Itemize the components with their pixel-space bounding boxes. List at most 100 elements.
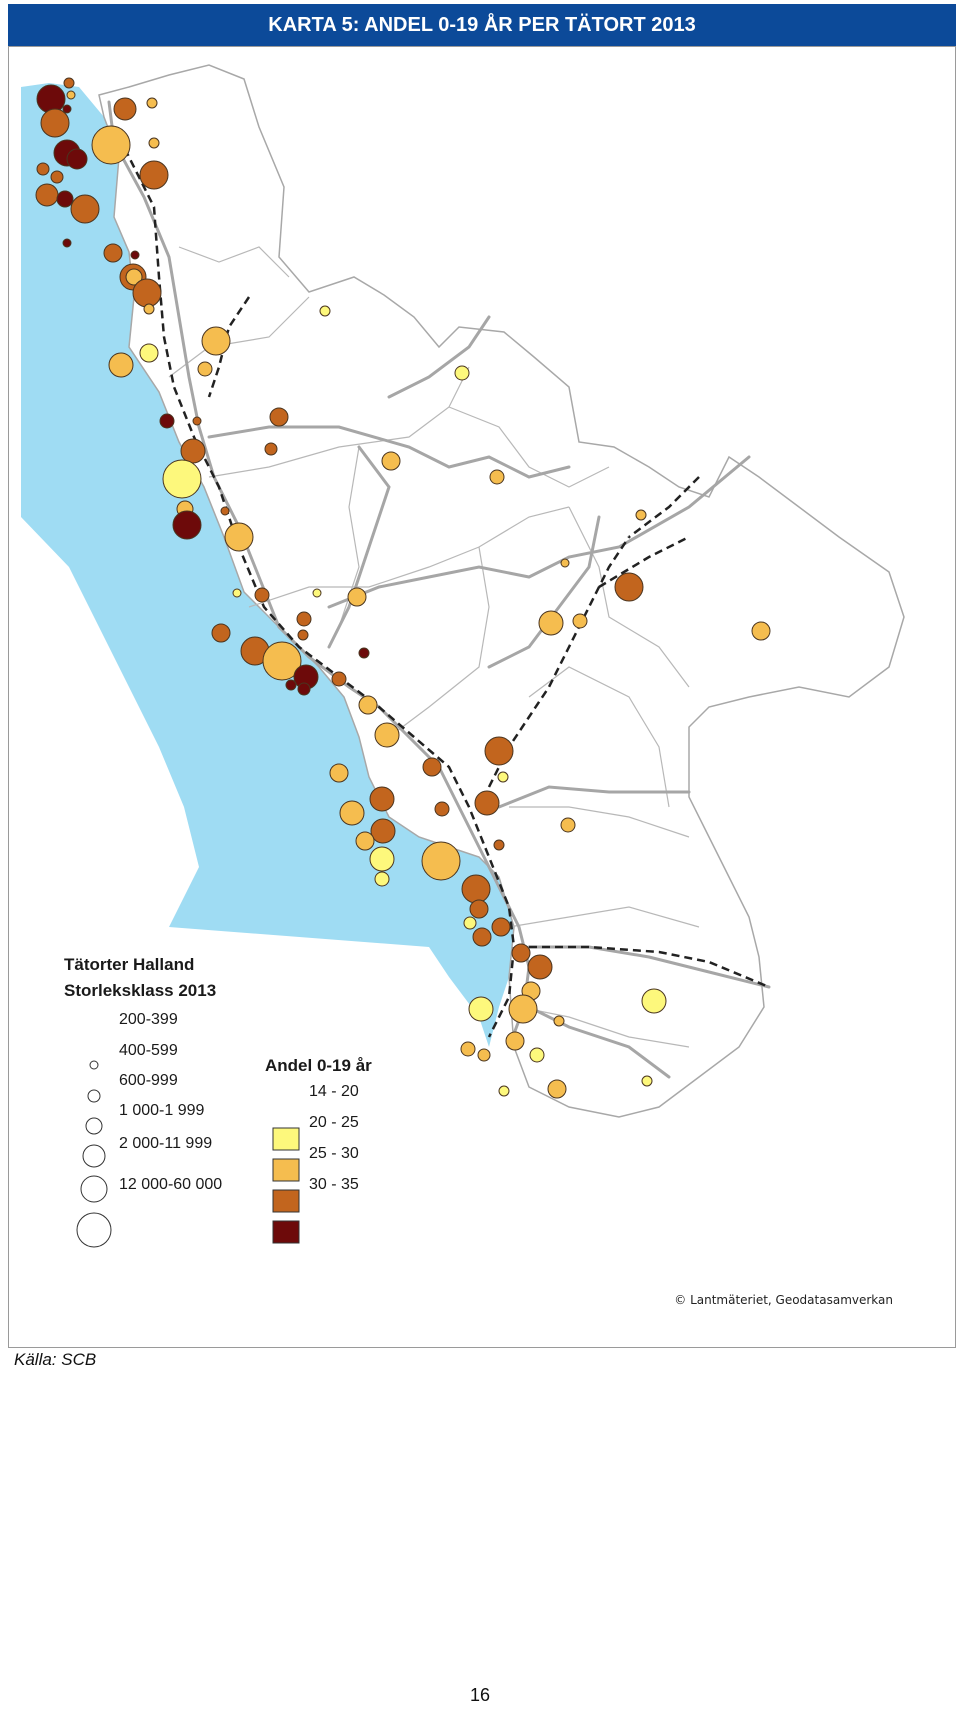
settlement-dot	[285, 679, 297, 691]
settlement-dot	[66, 90, 76, 100]
size-label: 12 000-60 000	[119, 1176, 223, 1193]
size-symbol-12000-60000	[76, 1212, 112, 1248]
settlement-dot	[477, 1048, 491, 1062]
settlement-dot	[463, 916, 477, 930]
settlement-dot	[472, 927, 492, 947]
settlement-dot	[130, 250, 140, 260]
settlement-dot	[505, 1031, 525, 1051]
color-label: 20 - 25	[309, 1114, 359, 1131]
settlement-dot	[66, 148, 88, 170]
settlement-dot	[269, 407, 289, 427]
settlement-dot	[454, 365, 470, 381]
settlement-dot	[224, 522, 254, 552]
settlement-dot	[56, 190, 74, 208]
size-symbol-200-399	[89, 1060, 99, 1070]
settlement-dot	[262, 641, 302, 681]
size-legend-title-2: Storleksklass 2013	[64, 981, 217, 1000]
swatch-25-30	[272, 1189, 300, 1213]
settlement-dot	[468, 996, 494, 1022]
settlement-dot	[40, 108, 70, 138]
settlement-dot	[358, 647, 370, 659]
size-symbol-2000-11999	[80, 1175, 108, 1203]
settlement-dot	[381, 451, 401, 471]
settlement-dot	[35, 183, 59, 207]
settlement-dot	[560, 817, 576, 833]
land-outline	[98, 64, 905, 1118]
settlement-dot	[297, 682, 311, 696]
settlement-dot	[50, 170, 64, 184]
municipal-borders	[168, 246, 700, 1048]
settlement-dot	[529, 1047, 545, 1063]
source-note: Källa: SCB	[14, 1350, 97, 1369]
map-frame: Tätorter Halland Storleksklass 2013 200-…	[8, 46, 956, 1348]
settlement-dot	[139, 160, 169, 190]
settlement-dot	[172, 510, 202, 540]
settlement-dot	[132, 278, 162, 308]
settlement-dot	[493, 839, 505, 851]
settlement-dot	[339, 800, 365, 826]
color-legend-title: Andel 0-19 år	[265, 1056, 372, 1075]
settlement-dot	[70, 194, 100, 224]
color-label: 30 - 35	[309, 1176, 359, 1193]
map-canvas	[21, 64, 905, 1248]
color-legend-swatches	[272, 1127, 300, 1244]
settlement-dot	[62, 104, 72, 114]
settlement-dot	[331, 671, 347, 687]
settlement-dot	[370, 818, 396, 844]
size-label: 2 000-11 999	[119, 1135, 213, 1152]
settlement-dot	[474, 790, 500, 816]
settlement-dot	[103, 243, 123, 263]
settlement-dot	[180, 438, 206, 464]
settlement-dot	[641, 1075, 653, 1087]
swatch-30-35	[272, 1220, 300, 1244]
size-legend-symbols	[76, 1060, 112, 1248]
settlement-dot	[527, 954, 553, 980]
settlement-dot	[511, 943, 531, 963]
page-number: 16	[469, 1685, 491, 1705]
settlement-dot	[148, 137, 160, 149]
sea-area	[21, 83, 514, 1047]
settlement-dot	[560, 558, 570, 568]
settlement-dot	[146, 97, 158, 109]
settlement-dot	[347, 587, 367, 607]
settlement-dot	[36, 84, 66, 114]
railway-lines	[117, 136, 770, 1038]
settlement-dot	[369, 786, 395, 812]
size-label: 600-999	[119, 1072, 178, 1089]
settlement-dot	[312, 588, 322, 598]
settlement-dot	[36, 162, 50, 176]
settlement-dot	[498, 1085, 510, 1097]
size-symbol-600-999	[85, 1117, 103, 1135]
settlement-dot	[422, 757, 442, 777]
settlement-dot	[460, 1041, 476, 1057]
settlement-dot	[297, 629, 309, 641]
settlement-dot	[113, 97, 137, 121]
map-title: KARTA 5: ANDEL 0-19 ÅR PER TÄTORT 2013	[8, 4, 956, 46]
settlement-dot	[358, 695, 378, 715]
settlement-dot	[572, 613, 588, 629]
settlement-dot	[547, 1079, 567, 1099]
size-label: 400-599	[119, 1042, 178, 1059]
settlement-dot	[264, 442, 278, 456]
color-label: 25 - 30	[309, 1145, 359, 1162]
settlement-dot	[319, 305, 331, 317]
settlement-dot	[369, 846, 395, 872]
settlement-dot	[508, 994, 538, 1024]
settlement-dot	[497, 771, 509, 783]
size-label: 200-399	[119, 1011, 178, 1028]
settlement-dot	[538, 610, 564, 636]
settlement-dot	[614, 572, 644, 602]
settlement-dot	[62, 238, 72, 248]
map-credit: © Lantmäteriet, Geodatasamverkan	[674, 1293, 893, 1307]
settlement-dot	[553, 1015, 565, 1027]
settlement-dot	[159, 413, 175, 429]
settlement-dot	[108, 352, 134, 378]
settlement-dot	[355, 831, 375, 851]
settlement-dot	[139, 343, 159, 363]
color-label: 14 - 20	[309, 1083, 359, 1100]
settlement-dots	[35, 77, 771, 1099]
settlement-dot	[211, 623, 231, 643]
settlement-dot	[201, 326, 231, 356]
swatch-20-25	[272, 1158, 300, 1182]
size-symbol-400-599	[87, 1089, 101, 1103]
